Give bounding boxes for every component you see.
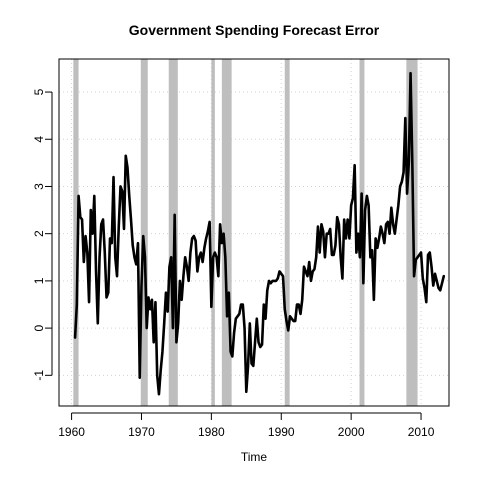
x-tick-label: 1980 bbox=[198, 425, 225, 439]
x-axis-label: Time bbox=[241, 450, 268, 464]
x-tick-label: 1990 bbox=[268, 425, 295, 439]
series-line bbox=[73, 71, 446, 396]
y-axis: -1 0 1 2 3 4 5 bbox=[32, 88, 53, 381]
plot-area-border bbox=[58, 58, 450, 407]
y-tick-label: 3 bbox=[32, 183, 46, 190]
y-tick-label: 4 bbox=[32, 136, 46, 143]
shaded-period bbox=[406, 59, 418, 406]
shaded-period bbox=[73, 59, 79, 406]
shaded-period bbox=[221, 59, 232, 406]
x-tick-label: 1960 bbox=[58, 425, 85, 439]
chart-title: Government Spending Forecast Error bbox=[129, 22, 380, 38]
shaded-period bbox=[140, 59, 148, 406]
y-tick-label: 1 bbox=[32, 277, 46, 284]
y-tick-label: 2 bbox=[32, 230, 46, 237]
shaded-period bbox=[284, 59, 290, 406]
y-tick-label: 0 bbox=[32, 324, 46, 331]
x-tick-label: 2000 bbox=[338, 425, 365, 439]
shaded-period bbox=[211, 59, 215, 406]
x-tick-label: 2010 bbox=[408, 425, 435, 439]
series-layer bbox=[73, 71, 446, 396]
y-tick-label: 5 bbox=[32, 88, 46, 95]
y-tick-label: -1 bbox=[32, 370, 46, 381]
x-axis: 1960 1970 1980 1990 2000 2010 bbox=[58, 412, 435, 439]
x-tick-label: 1970 bbox=[128, 425, 155, 439]
